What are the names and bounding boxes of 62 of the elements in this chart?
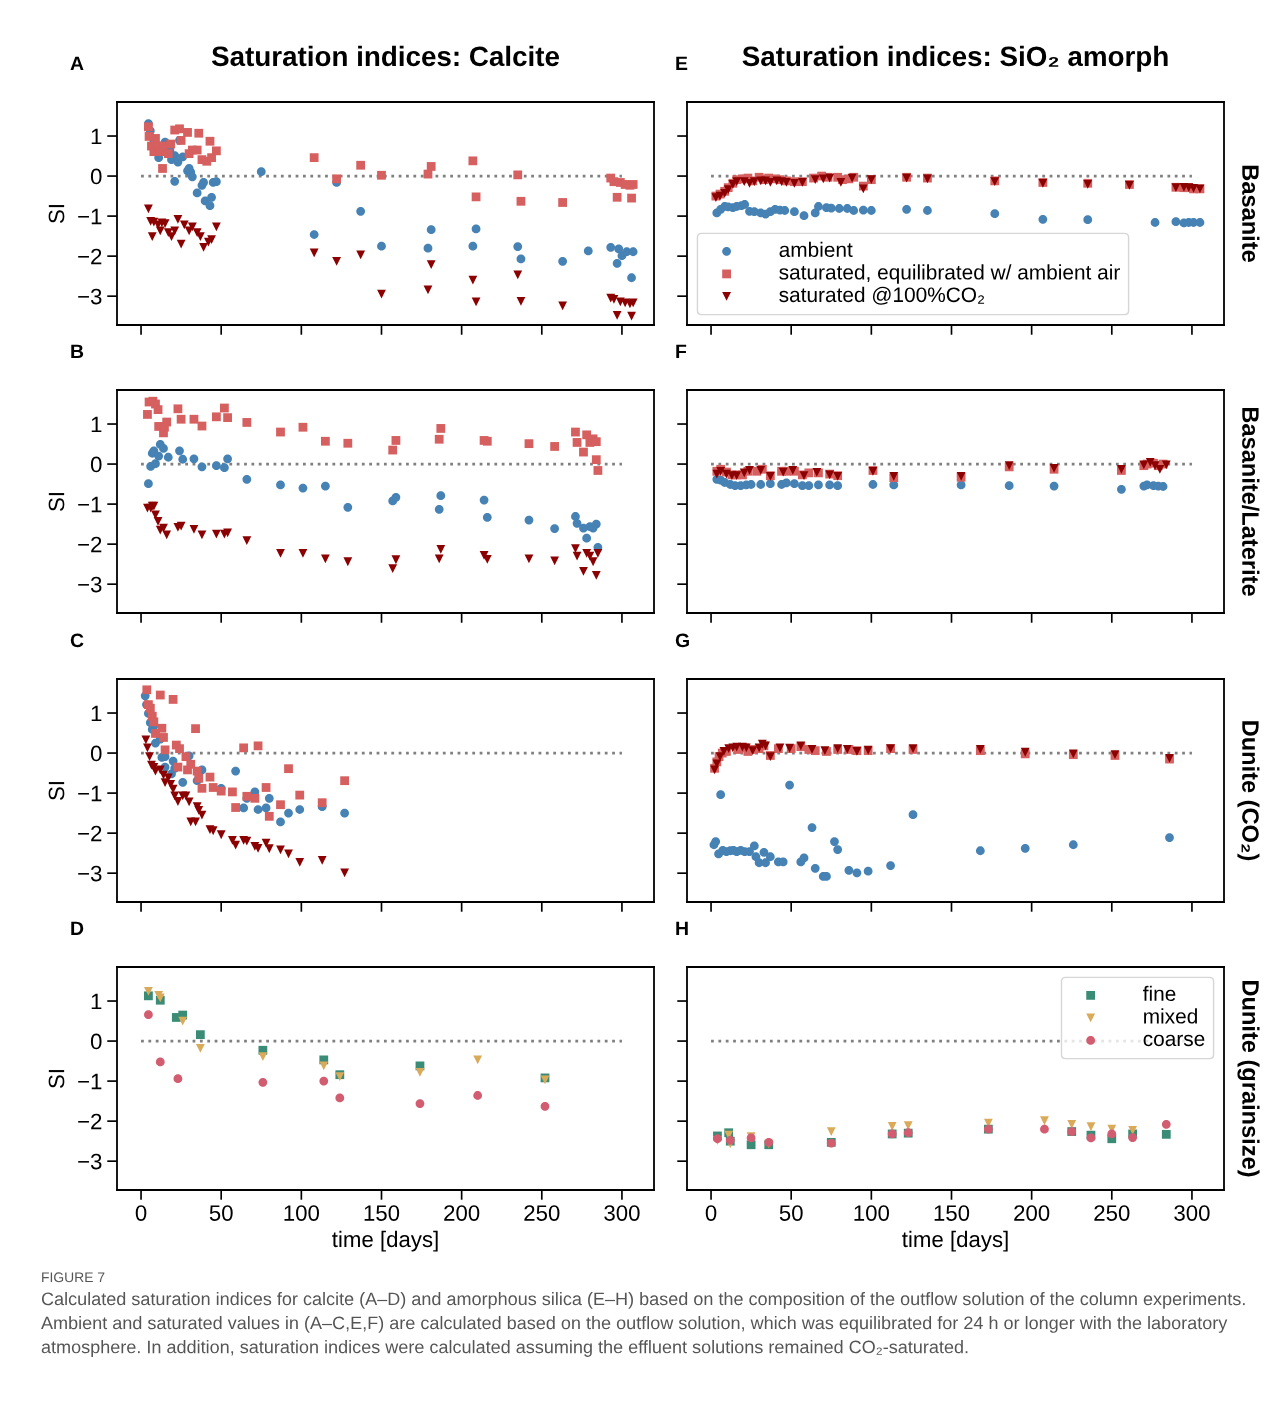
x-tick-label: 100 (854, 1205, 890, 1221)
text: Calculated saturation indices for calcite (A–D) and amorphous silica (E–H) based on the composition of the outflow solution of the column experiments. Ambient and saturated values in (A–C,E,F) are calculated based on the outflow solution, which was equilibrated for 24 h or longer with the laboratory atmosphere. In addition, saturation indices were calculated assuming the effluent solutions remained CO₂-saturated. (41, 1292, 1245, 1357)
y-axis-title: SI (48, 782, 65, 800)
text: E (676, 56, 688, 71)
text: C (70, 633, 84, 648)
y-tick-label: 0 (90, 456, 102, 473)
text: D (71, 921, 84, 936)
legend-label: mixed (1144, 1008, 1197, 1024)
x-tick-label: 150 (364, 1205, 400, 1221)
x-tick-label: 0 (135, 1205, 147, 1221)
x-tick-label: 300 (604, 1205, 640, 1221)
y-tick-label: −1 (78, 785, 102, 802)
text: Dunite (CO₂) (1237, 721, 1260, 861)
x-tick-label: 50 (209, 1205, 233, 1221)
y-tick-label: 0 (90, 1033, 102, 1050)
y-axis-title: SI (48, 493, 65, 511)
y-tick-label: −2 (78, 1113, 102, 1130)
y-tick-label: −1 (78, 1073, 102, 1090)
legend-label: saturated, equilibrated w/ ambient air (779, 264, 1120, 284)
y-tick-label: 0 (90, 168, 102, 185)
y-axis-title: SI (48, 205, 65, 223)
x-tick-label: 200 (1014, 1205, 1050, 1221)
x-tick-label: 250 (524, 1205, 560, 1221)
text: Basanite (1242, 165, 1260, 262)
x-axis-title: time [days] (902, 1230, 1008, 1252)
legend-label: coarse (1143, 1034, 1205, 1047)
caption: FIGURE 7 (42, 1272, 105, 1283)
x-axis-title: time [days] (332, 1230, 438, 1252)
legend-label: ambient (779, 241, 853, 258)
y-tick-label: 1 (91, 705, 102, 722)
text: B (71, 344, 84, 359)
y-axis-title: SI (48, 1070, 65, 1088)
x-tick-label: 150 (934, 1205, 970, 1221)
y-tick-label: 1 (91, 128, 102, 145)
text: Dunite (grainsize) (1237, 981, 1260, 1177)
x-tick-label: 50 (779, 1205, 803, 1221)
text: A (70, 56, 84, 71)
chart-title: Saturation indices: Calcite (211, 45, 559, 67)
y-tick-label: −3 (78, 288, 102, 305)
x-tick-label: 100 (284, 1205, 320, 1221)
chart-title: Saturation indices: SiO₂ amorph (742, 45, 1168, 72)
text: F (676, 344, 687, 359)
y-tick-label: 1 (91, 993, 102, 1010)
x-tick-label: 200 (444, 1205, 480, 1221)
y-tick-label: −3 (78, 576, 102, 593)
text: Basanite/Laterite (1241, 407, 1260, 596)
y-tick-label: −1 (78, 496, 102, 513)
x-tick-label: 0 (705, 1205, 717, 1221)
y-tick-label: −3 (78, 865, 102, 882)
y-tick-label: −2 (78, 536, 102, 553)
text: G (675, 633, 689, 648)
y-tick-label: −1 (78, 208, 102, 225)
y-tick-label: −3 (78, 1153, 102, 1170)
legend-label: saturated @100%CO₂ (779, 286, 985, 305)
y-tick-label: −2 (78, 825, 102, 842)
legend-label: fine (1143, 985, 1176, 1002)
y-tick-label: 0 (90, 745, 102, 762)
x-tick-label: 250 (1094, 1205, 1130, 1221)
text: H (676, 921, 688, 936)
y-tick-label: 1 (91, 416, 102, 433)
x-tick-label: 300 (1174, 1205, 1210, 1221)
y-tick-label: −2 (78, 248, 102, 265)
